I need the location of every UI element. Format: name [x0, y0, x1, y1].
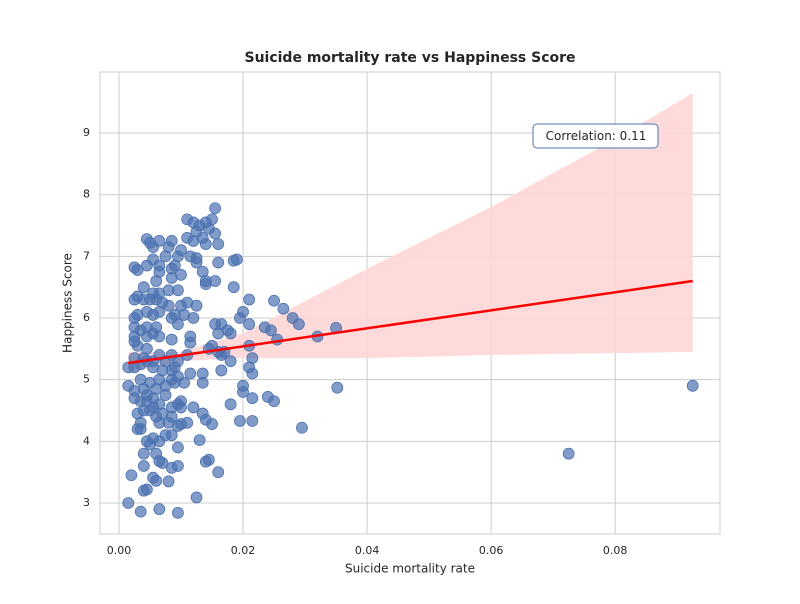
point [296, 421, 308, 434]
point [175, 268, 187, 281]
point [140, 233, 153, 245]
point [193, 434, 206, 446]
y-tick-label: 7 [83, 249, 90, 262]
point [165, 461, 178, 474]
point [165, 235, 178, 247]
point [172, 284, 184, 297]
point [212, 238, 225, 250]
point [181, 416, 194, 429]
point [243, 318, 256, 331]
confidence-band [128, 92, 693, 374]
x-axis-label: Suicide mortality rate [345, 562, 475, 576]
point [268, 294, 280, 307]
x-tick-label: 0.00 [107, 544, 132, 557]
y-tick-label: 8 [83, 188, 90, 201]
point [224, 398, 237, 411]
point [165, 333, 178, 346]
point [147, 471, 159, 484]
point [125, 469, 138, 482]
point [137, 484, 150, 497]
point [184, 336, 197, 349]
point [190, 491, 203, 504]
point [246, 392, 259, 405]
annotation: Correlation: 0.11 [546, 129, 647, 143]
point [153, 503, 166, 516]
point [187, 401, 200, 414]
y-tick-label: 4 [83, 434, 90, 447]
point [277, 302, 290, 315]
point [227, 281, 240, 294]
point [147, 253, 159, 266]
point [246, 352, 259, 364]
point [224, 355, 237, 368]
point [162, 475, 175, 488]
point [172, 441, 184, 454]
point [165, 429, 178, 442]
point [134, 505, 147, 518]
point [153, 235, 166, 247]
point [199, 238, 212, 250]
point [258, 321, 271, 334]
regression-line [128, 279, 693, 365]
annotation-box [532, 123, 659, 149]
point [212, 256, 225, 269]
chart-title: Suicide mortality rate vs Happiness Scor… [244, 50, 575, 66]
point [187, 235, 200, 247]
point [184, 367, 197, 380]
point [209, 202, 222, 215]
point [150, 321, 163, 334]
point [137, 447, 150, 460]
point [286, 312, 299, 324]
point [122, 497, 135, 509]
point [131, 290, 144, 303]
point [686, 379, 699, 392]
point [150, 447, 163, 460]
point [237, 379, 249, 392]
point [562, 447, 575, 460]
y-axis-label: Happiness Score [61, 253, 75, 353]
y-tick-label: 5 [83, 373, 90, 386]
point [206, 418, 218, 430]
marks [122, 92, 699, 519]
x-tick-label: 0.08 [603, 544, 628, 557]
point [172, 318, 184, 331]
x-tick-label: 0.04 [355, 544, 380, 557]
y-tick-label: 9 [83, 126, 90, 139]
point [190, 252, 203, 265]
point [175, 244, 187, 257]
point [181, 213, 194, 226]
point [212, 327, 225, 340]
point [137, 281, 150, 294]
point [199, 455, 212, 468]
point [137, 460, 150, 472]
point [234, 312, 246, 324]
point [122, 379, 135, 392]
point [234, 415, 246, 427]
point [212, 466, 225, 479]
point [331, 381, 344, 394]
point [268, 395, 280, 408]
y-tick-label: 6 [83, 311, 90, 324]
point [175, 395, 187, 408]
point [230, 253, 243, 266]
point [175, 299, 187, 312]
point [215, 364, 228, 377]
point [199, 275, 212, 287]
x-tick-label: 0.06 [479, 544, 504, 557]
point [172, 506, 184, 519]
point [131, 264, 144, 276]
labels: Suicide mortality rate vs Happiness Scor… [61, 50, 628, 576]
y-tick-label: 3 [83, 496, 90, 509]
point [246, 415, 259, 427]
point [243, 293, 256, 306]
point [196, 376, 209, 389]
x-tick-label: 0.02 [231, 544, 256, 557]
